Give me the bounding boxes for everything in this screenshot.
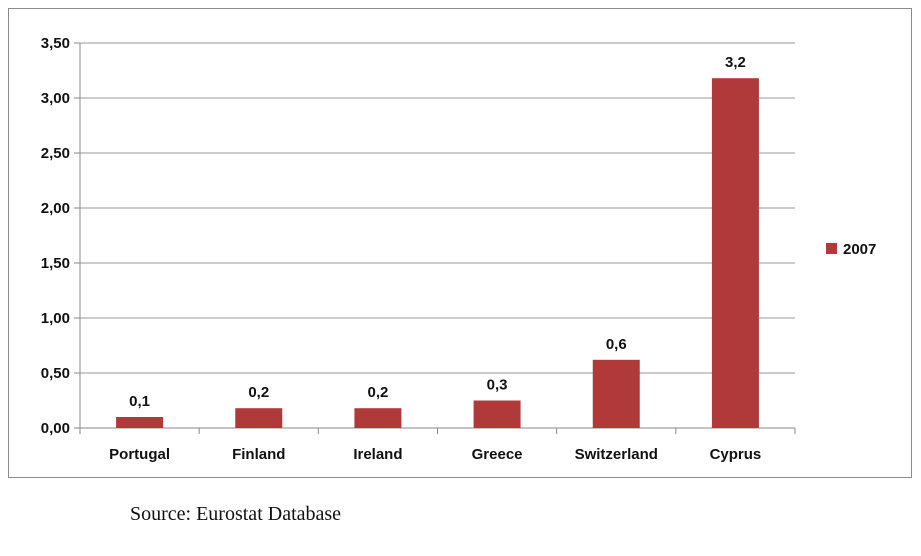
category-label: Switzerland bbox=[575, 446, 658, 463]
data-label: 0,6 bbox=[606, 336, 627, 353]
y-tick-label: 2,50 bbox=[41, 145, 70, 162]
source-note: Source: Eurostat Database bbox=[130, 503, 342, 525]
data-label: 0,3 bbox=[487, 377, 508, 394]
y-tick-label: 0,50 bbox=[41, 365, 70, 382]
legend-swatch bbox=[826, 243, 837, 254]
bar-ireland bbox=[354, 408, 402, 428]
category-label: Greece bbox=[472, 446, 523, 463]
legend-label: 2007 bbox=[843, 241, 876, 258]
bar-greece bbox=[473, 400, 521, 428]
category-label: Finland bbox=[232, 446, 285, 463]
chart-frame bbox=[8, 8, 912, 478]
category-label: Cyprus bbox=[710, 446, 762, 463]
category-label: Ireland bbox=[353, 446, 402, 463]
y-tick-label: 3,00 bbox=[41, 90, 70, 107]
data-label: 0,1 bbox=[129, 393, 150, 410]
bar-finland bbox=[235, 408, 283, 428]
bar-switzerland bbox=[592, 359, 640, 428]
data-label: 0,2 bbox=[248, 384, 269, 401]
category-label: Portugal bbox=[109, 446, 170, 463]
bar-cyprus bbox=[711, 78, 759, 428]
y-tick-label: 3,50 bbox=[41, 35, 70, 52]
y-tick-label: 1,00 bbox=[41, 310, 70, 327]
y-tick-label: 1,50 bbox=[41, 255, 70, 272]
data-label: 0,2 bbox=[367, 384, 388, 401]
data-label: 3,2 bbox=[725, 54, 746, 71]
y-tick-label: 0,00 bbox=[41, 420, 70, 437]
bar-portugal bbox=[116, 417, 164, 428]
y-tick-label: 2,00 bbox=[41, 200, 70, 217]
